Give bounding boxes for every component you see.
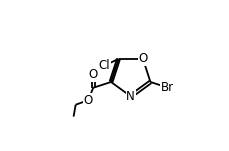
Text: N: N	[126, 90, 135, 103]
Text: Br: Br	[160, 81, 174, 94]
Text: Cl: Cl	[98, 59, 110, 72]
Text: O: O	[84, 94, 93, 107]
Text: O: O	[89, 68, 98, 81]
Text: O: O	[138, 52, 147, 65]
